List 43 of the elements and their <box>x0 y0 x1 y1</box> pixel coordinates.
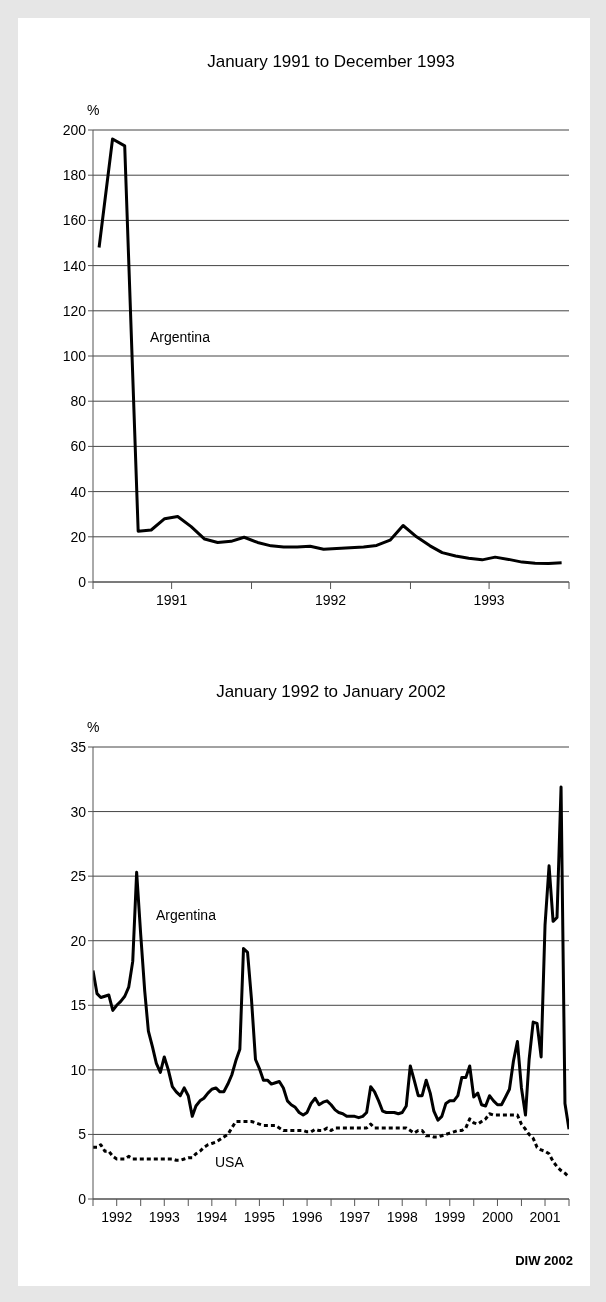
y-tick-label: 160 <box>62 212 87 229</box>
y-tick-label: 10 <box>70 1061 87 1078</box>
y-tick-label: 180 <box>62 167 87 184</box>
y-tick-label: 25 <box>70 868 87 885</box>
x-tick-label: 2000 <box>481 1209 514 1225</box>
x-tick-label: 1996 <box>291 1209 323 1225</box>
y-tick-label: 20 <box>70 932 87 949</box>
line-series <box>97 137 564 565</box>
y-tick-label: 0 <box>78 573 87 590</box>
y-tick-label: 40 <box>70 483 87 500</box>
line-series <box>93 785 569 1131</box>
series-label: USA <box>215 1154 244 1170</box>
series-label: Argentina <box>156 907 216 923</box>
y-tick-label: 0 <box>78 1190 87 1207</box>
y-tick-label: 15 <box>70 997 87 1014</box>
chart-title: January 1992 to January 2002 <box>215 682 447 702</box>
x-tick-label: 1997 <box>339 1209 371 1225</box>
x-tick-label: 1998 <box>386 1209 418 1225</box>
y-tick-label: 60 <box>70 438 87 455</box>
x-tick-label: 1992 <box>101 1209 133 1225</box>
y-tick-label: 5 <box>78 1126 87 1143</box>
y-tick-label: 35 <box>70 738 87 755</box>
x-tick-label: 1994 <box>196 1209 228 1225</box>
series-label: Argentina <box>150 329 210 345</box>
y-tick-label: 120 <box>62 302 87 319</box>
y-tick-label: 30 <box>70 803 87 820</box>
y-tick-label: 100 <box>62 347 87 364</box>
x-tick-label: 1993 <box>148 1209 181 1225</box>
y-tick-label: 200 <box>62 121 87 138</box>
text: DIW 2002 <box>515 1253 573 1268</box>
x-tick-label: 1995 <box>243 1209 276 1225</box>
x-tick-label: 1999 <box>434 1209 466 1225</box>
y-axis-title: % <box>87 719 100 735</box>
y-tick-label: 80 <box>70 393 87 410</box>
line-series <box>93 1112 569 1179</box>
y-tick-label: 20 <box>70 528 87 545</box>
x-tick-label: 1992 <box>314 592 347 608</box>
x-tick-label: 1991 <box>156 592 188 608</box>
x-tick-label: 2001 <box>529 1209 561 1225</box>
y-tick-label: 140 <box>62 257 87 274</box>
chart-title: January 1991 to December 1993 <box>206 52 456 72</box>
y-axis-title: % <box>87 102 100 118</box>
x-tick-label: 1993 <box>473 592 505 608</box>
